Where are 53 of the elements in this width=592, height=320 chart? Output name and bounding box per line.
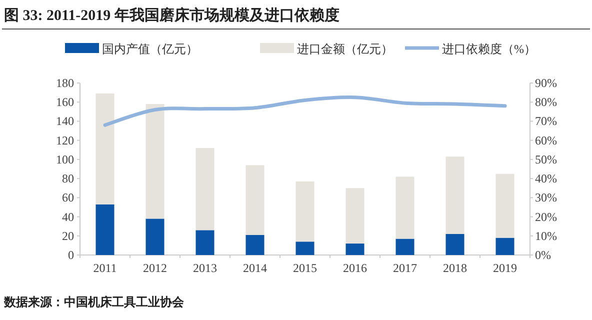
y-tick-label: 40 — [62, 210, 74, 224]
bar — [396, 238, 414, 255]
y-tick-label: 120 — [56, 133, 74, 148]
y2-tick-label: 90% — [535, 76, 557, 90]
bar — [496, 238, 514, 255]
bar — [446, 234, 464, 255]
y-tick-label: 0 — [68, 248, 74, 262]
y2-tick-label: 40% — [535, 172, 557, 186]
y2-tick-label: 30% — [535, 190, 557, 205]
bar — [296, 242, 314, 255]
bar — [346, 244, 364, 255]
x-tick-label: 2018 — [443, 261, 467, 275]
y-tick-label: 140 — [56, 114, 74, 128]
y-tick-label: 160 — [56, 95, 74, 110]
y-tick-label: 180 — [56, 76, 74, 90]
y-tick-label: 60 — [62, 190, 74, 205]
y-tick-label: 20 — [62, 228, 74, 243]
y2-tick-label: 10% — [535, 228, 557, 243]
legend-label: 国内产值（亿元） — [102, 42, 198, 56]
x-tick-label: 2015 — [293, 261, 317, 275]
bar — [396, 176, 414, 239]
bar — [196, 148, 214, 230]
legend-label: 进口金额（亿元） — [297, 42, 393, 56]
bar — [96, 204, 114, 255]
legend-label: 进口依赖度（%） — [442, 42, 536, 56]
x-tick-label: 2011 — [93, 261, 117, 275]
x-tick-label: 2012 — [143, 261, 167, 275]
y2-tick-label: 60% — [535, 133, 557, 148]
chart-title: 图 33: 2011-2019 年我国磨床市场规模及进口依赖度 — [4, 6, 340, 24]
y2-tick-label: 20% — [535, 210, 557, 224]
y2-tick-label: 70% — [535, 114, 557, 128]
bar — [346, 188, 364, 244]
bar — [146, 104, 164, 219]
y-tick-label: 100 — [56, 152, 74, 166]
bar — [146, 218, 164, 255]
x-tick-label: 2017 — [393, 261, 417, 275]
x-tick-label: 2016 — [343, 261, 367, 275]
x-tick-label: 2013 — [193, 261, 217, 275]
bar — [196, 230, 214, 255]
bar — [496, 174, 514, 238]
bar — [96, 94, 114, 204]
bar — [446, 156, 464, 234]
y-tick-label: 80 — [62, 172, 74, 186]
line-series — [103, 96, 507, 127]
bar — [246, 165, 264, 235]
y2-tick-label: 50% — [535, 152, 557, 166]
x-tick-label: 2014 — [243, 261, 267, 275]
bar — [296, 181, 314, 242]
bar — [246, 234, 264, 255]
y2-tick-label: 0% — [535, 248, 551, 262]
x-tick-label: 2019 — [493, 261, 517, 275]
source-note: 数据来源：中国机床工具工业协会 — [3, 295, 185, 309]
y2-tick-label: 80% — [535, 95, 557, 110]
